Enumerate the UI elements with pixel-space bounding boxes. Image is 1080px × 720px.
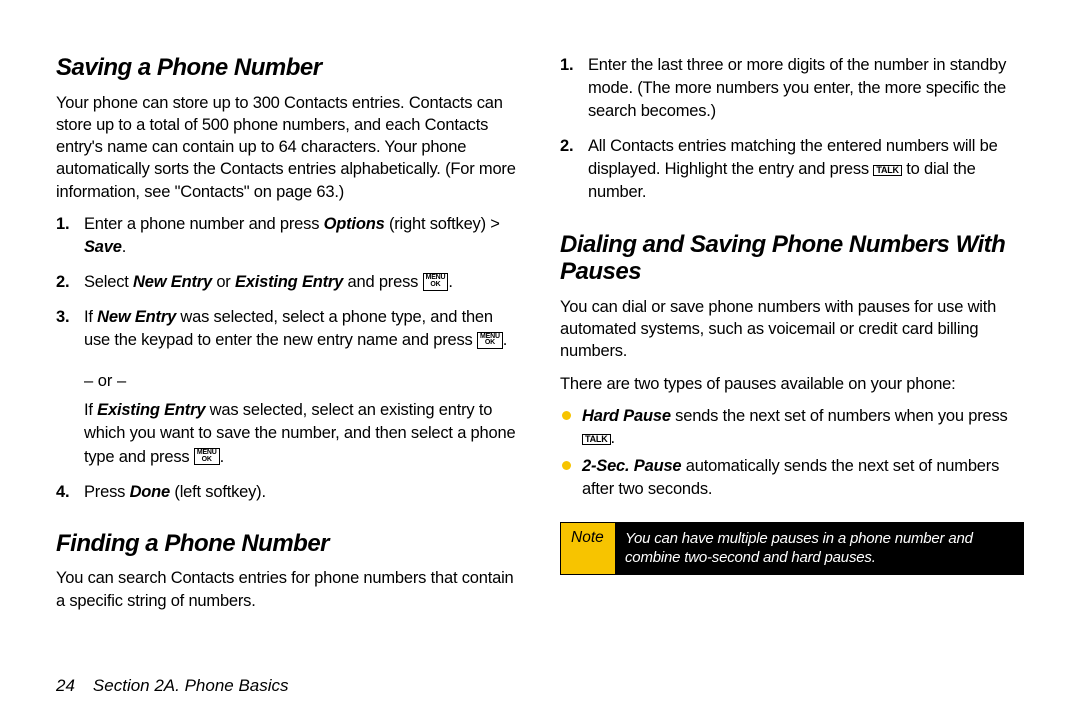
step-4-text-a: Press <box>84 483 130 501</box>
step-3-text-c: . <box>503 331 507 349</box>
label-hard-pause: Hard Pause <box>582 407 671 425</box>
para-pauses-2: There are two types of pauses available … <box>560 373 1024 395</box>
label-2sec-pause: 2-Sec. Pause <box>582 457 681 475</box>
page-number: 24 <box>56 676 75 695</box>
para-finding-intro: You can search Contacts entries for phon… <box>56 567 520 612</box>
step-1-text-c: . <box>122 238 126 256</box>
menu-ok-key-icon: MENUOK <box>423 273 449 290</box>
heading-saving: Saving a Phone Number <box>56 54 520 82</box>
bullet-hp-a: sends the next set of numbers when you p… <box>671 407 1008 425</box>
step-1: Enter a phone number and press Options (… <box>56 213 520 259</box>
left-column: Saving a Phone Number Your phone can sto… <box>56 54 520 668</box>
step-3-alt-c: . <box>220 448 224 466</box>
label-done: Done <box>130 483 170 501</box>
step-3-text-a: If <box>84 308 97 326</box>
step-3: If New Entry was selected, select a phon… <box>56 306 520 352</box>
step-2-text-a: Select <box>84 273 133 291</box>
menu-ok-key-icon-3: MENUOK <box>194 448 220 465</box>
label-new-entry: New Entry <box>133 273 212 291</box>
note-label: Note <box>561 523 615 574</box>
para-saving-intro: Your phone can store up to 300 Contacts … <box>56 92 520 203</box>
label-save: Save <box>84 238 122 256</box>
pause-types-list: Hard Pause sends the next set of numbers… <box>560 405 1024 506</box>
step-2-text-b: or <box>212 273 235 291</box>
note-box: Note You can have multiple pauses in a p… <box>560 522 1024 575</box>
heading-pauses: Dialing and Saving Phone Numbers With Pa… <box>560 231 1024 286</box>
step-2-text-c: and press <box>343 273 422 291</box>
step-3-alt: If Existing Entry was selected, select a… <box>56 399 520 468</box>
step-1-text-a: Enter a phone number and press <box>84 215 324 233</box>
bullet-2sec-pause: 2-Sec. Pause automatically sends the nex… <box>560 455 1024 500</box>
page-columns: Saving a Phone Number Your phone can sto… <box>56 54 1024 668</box>
step-3-alt-a: If <box>84 401 97 419</box>
bullet-hard-pause: Hard Pause sends the next set of numbers… <box>560 405 1024 450</box>
label-new-entry-2: New Entry <box>97 308 176 326</box>
steps-saving-cont: Press Done (left softkey). <box>56 481 520 516</box>
talk-key-icon: TALK <box>873 165 902 176</box>
heading-finding: Finding a Phone Number <box>56 530 520 558</box>
right-column: Enter the last three or more digits of t… <box>560 54 1024 668</box>
step-1-text-b: (right softkey) > <box>385 215 500 233</box>
section-label: Section 2A. Phone Basics <box>93 676 289 695</box>
find-step-2: All Contacts entries matching the entere… <box>560 135 1024 204</box>
talk-key-icon-2: TALK <box>582 434 611 445</box>
steps-finding: Enter the last three or more digits of t… <box>560 54 1024 217</box>
para-pauses-1: You can dial or save phone numbers with … <box>560 296 1024 363</box>
label-existing-entry: Existing Entry <box>235 273 343 291</box>
step-2-text-d: . <box>448 273 452 291</box>
menu-ok-key-icon-2: MENUOK <box>477 332 503 349</box>
bullet-hp-b: . <box>611 429 615 447</box>
step-4: Press Done (left softkey). <box>56 481 520 504</box>
note-text: You can have multiple pauses in a phone … <box>615 523 1023 574</box>
steps-saving: Enter a phone number and press Options (… <box>56 213 520 364</box>
step-2: Select New Entry or Existing Entry and p… <box>56 271 520 294</box>
step-4-text-b: (left softkey). <box>170 483 266 501</box>
label-options: Options <box>324 215 385 233</box>
find-step-1: Enter the last three or more digits of t… <box>560 54 1024 123</box>
page-footer: 24 Section 2A. Phone Basics <box>56 676 289 696</box>
or-divider: – or – <box>56 372 520 391</box>
label-existing-entry-2: Existing Entry <box>97 401 205 419</box>
